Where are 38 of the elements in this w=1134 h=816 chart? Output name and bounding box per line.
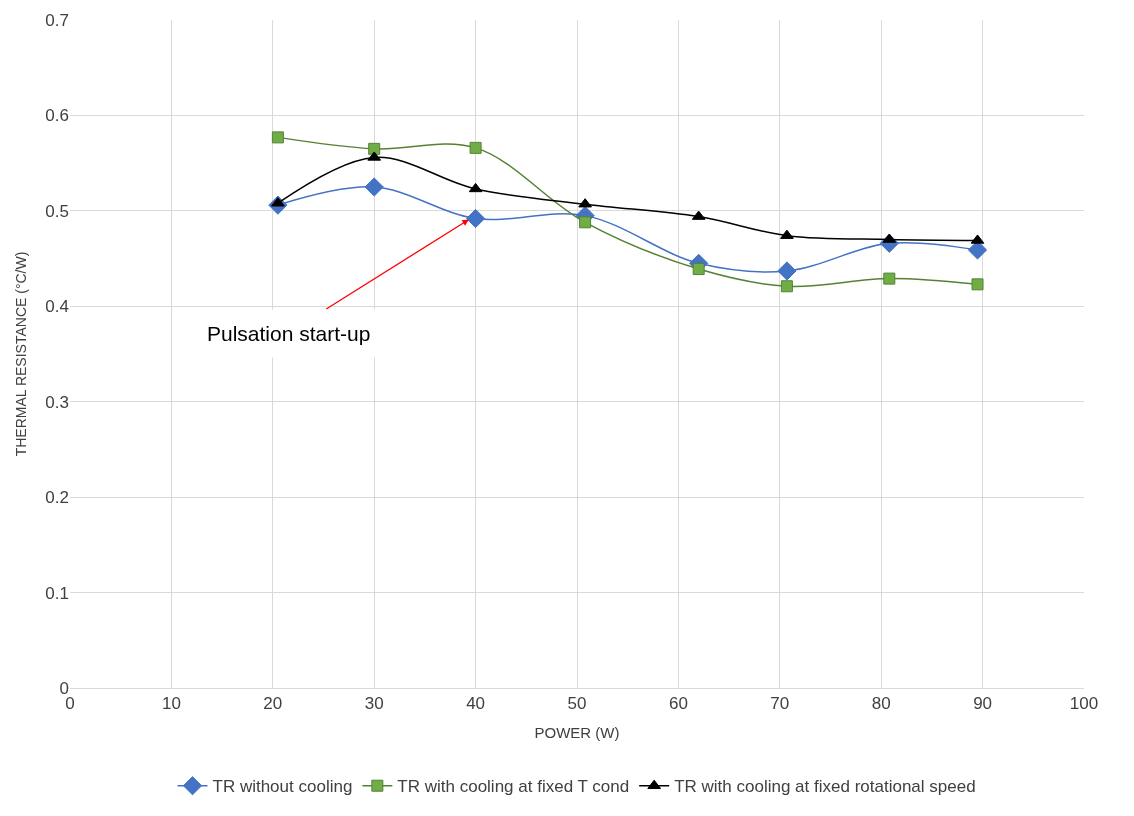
y-tick-label: 0.1 [45, 583, 69, 603]
annotation: Pulsation start-up [207, 322, 371, 345]
point [777, 261, 797, 281]
point [578, 198, 592, 208]
x-tick-label: 80 [871, 694, 891, 714]
x-tick-label: 30 [364, 694, 384, 714]
point [469, 141, 482, 154]
point [971, 278, 984, 291]
point [368, 142, 381, 155]
y-tick-label: 0.6 [45, 106, 69, 126]
y-tick-label: 0.3 [45, 392, 69, 412]
x-tick-label: 10 [161, 694, 181, 714]
legend-label: TR with cooling at fixed T cond [397, 777, 630, 797]
point [466, 208, 486, 229]
y-tick-label: 0 [59, 678, 69, 698]
point [468, 182, 483, 193]
x-tick-label: 20 [263, 694, 283, 714]
y-tick-label: 0.4 [45, 297, 69, 317]
point [780, 280, 793, 293]
x-tick-label: 60 [668, 694, 688, 714]
x-axis-title: POWER (W) [534, 724, 620, 742]
point [364, 177, 384, 197]
y-tick-label: 0.7 [45, 10, 69, 30]
point [579, 216, 592, 229]
y-tick-label: 0.5 [45, 201, 69, 221]
legend-label: TR with cooling at fixed rotational speed [674, 777, 976, 797]
point [692, 263, 705, 276]
y-tick-label: 0.2 [45, 488, 69, 508]
x-tick-label: 50 [567, 694, 587, 714]
x-tick-label: 40 [466, 694, 486, 714]
point [271, 131, 284, 144]
x-tick-label: 70 [770, 694, 790, 714]
x-tick-label: 90 [973, 694, 993, 714]
x-tick-label: 100 [1069, 694, 1099, 714]
legend-label: TR without cooling [212, 777, 353, 797]
point [780, 229, 794, 239]
point [883, 272, 896, 285]
y-axis-title: THERMAL RESISTANCE (°C/W) [12, 251, 29, 457]
